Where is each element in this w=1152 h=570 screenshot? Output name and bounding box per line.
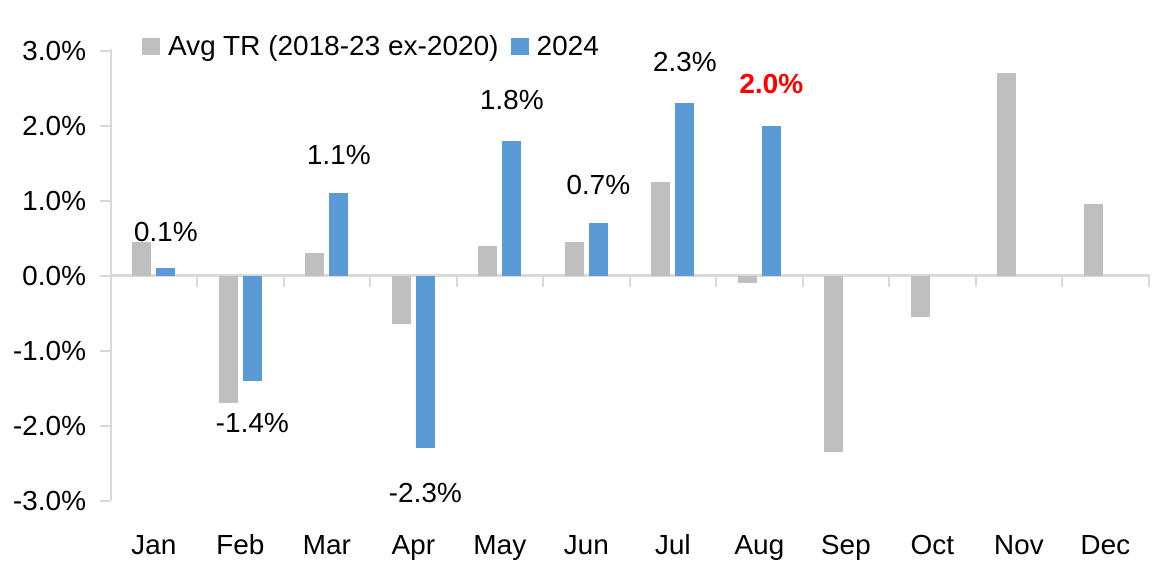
bar-avg-tr-aug <box>737 275 757 283</box>
x-axis-tick <box>542 276 544 287</box>
y-axis-tick <box>100 499 110 502</box>
x-axis-tick <box>282 276 285 287</box>
x-axis-tick <box>1147 276 1150 287</box>
y-axis-tick <box>100 274 110 277</box>
bar-avg-tr-feb <box>218 275 238 403</box>
bar-avg-tr-may <box>478 245 498 276</box>
y-axis-label: -1.0% <box>12 334 86 366</box>
y-axis-label: -2.0% <box>12 409 86 441</box>
x-axis-tick <box>196 276 198 287</box>
y-axis-tick <box>100 49 110 52</box>
x-axis-label-feb: Feb <box>216 529 265 560</box>
legend-label-2024: 2024 <box>536 30 599 61</box>
bar-avg-tr-oct <box>910 275 930 317</box>
chart-legend: Avg TR (2018-23 ex-2020) 2024 <box>142 31 599 61</box>
x-axis-tick <box>1061 276 1063 287</box>
bar-avg-tr-jul <box>651 181 671 276</box>
x-axis-label-jun: Jun <box>563 529 609 560</box>
legend-swatch-2024 <box>510 37 529 55</box>
y-axis-label: 1.0% <box>22 184 86 216</box>
x-axis-tick <box>715 276 717 287</box>
bar-avg-tr-jan <box>132 241 152 276</box>
x-axis-tick <box>888 276 890 287</box>
legend-item-avg-tr: Avg TR (2018-23 ex-2020) <box>142 31 499 61</box>
data-label-jun: 0.7% <box>566 169 631 200</box>
bar-avg-tr-mar <box>305 253 325 276</box>
bar-avg-tr-nov <box>997 73 1017 276</box>
x-axis-label-oct: Oct <box>910 529 955 560</box>
bar-2024-apr <box>415 275 435 448</box>
y-axis-tick <box>100 124 110 127</box>
x-axis-label-nov: Nov <box>993 529 1044 560</box>
bar-2024-jul <box>675 103 695 276</box>
legend-label-avg-tr: Avg TR (2018-23 ex-2020) <box>168 30 499 61</box>
y-axis-tick <box>100 349 110 352</box>
x-axis-tick <box>455 276 458 287</box>
data-label-jan: 0.1% <box>133 216 198 247</box>
x-axis-label-sep: Sep <box>820 529 871 560</box>
y-axis-tick <box>100 424 110 427</box>
x-axis-tick <box>974 276 977 287</box>
bar-2024-may <box>502 140 522 276</box>
y-axis-tick <box>100 199 110 202</box>
y-axis-label: 3.0% <box>22 34 86 66</box>
x-axis-label-dec: Dec <box>1080 529 1131 560</box>
legend-swatch-avg-tr <box>142 37 160 55</box>
bar-avg-tr-sep <box>824 275 844 452</box>
x-axis-label-jan: Jan <box>131 529 177 560</box>
bar-avg-tr-apr <box>391 275 411 325</box>
data-label-may: 1.8% <box>479 84 544 115</box>
x-axis-line <box>110 274 1150 277</box>
x-axis-label-jul: Jul <box>654 529 691 560</box>
bar-2024-aug <box>761 125 781 276</box>
bar-2024-jan <box>156 268 176 276</box>
bar-2024-feb <box>242 275 262 381</box>
bar-2024-jun <box>588 223 608 276</box>
data-label-aug: 2.0% <box>739 68 804 99</box>
x-axis-label-apr: Apr <box>391 529 436 560</box>
bar-2024-mar <box>329 193 349 276</box>
x-axis-label-mar: Mar <box>302 529 351 560</box>
bar-avg-tr-dec <box>1083 204 1103 276</box>
data-label-mar: 1.1% <box>306 139 371 170</box>
data-label-jul: 2.3% <box>652 46 717 77</box>
y-axis-label: -3.0% <box>12 484 86 516</box>
x-axis-label-aug: Aug <box>734 529 785 560</box>
x-axis-label-may: May <box>473 529 527 560</box>
x-axis-tick <box>369 276 371 287</box>
legend-item-2024: 2024 <box>510 30 599 61</box>
y-axis-label: 2.0% <box>22 109 86 141</box>
x-axis-tick <box>628 276 631 287</box>
data-label-apr: -2.3% <box>388 477 462 508</box>
data-label-feb: -1.4% <box>215 407 289 438</box>
x-axis-tick <box>801 276 804 287</box>
bar-avg-tr-jun <box>564 241 584 276</box>
y-axis-label: 0.0% <box>22 259 86 291</box>
